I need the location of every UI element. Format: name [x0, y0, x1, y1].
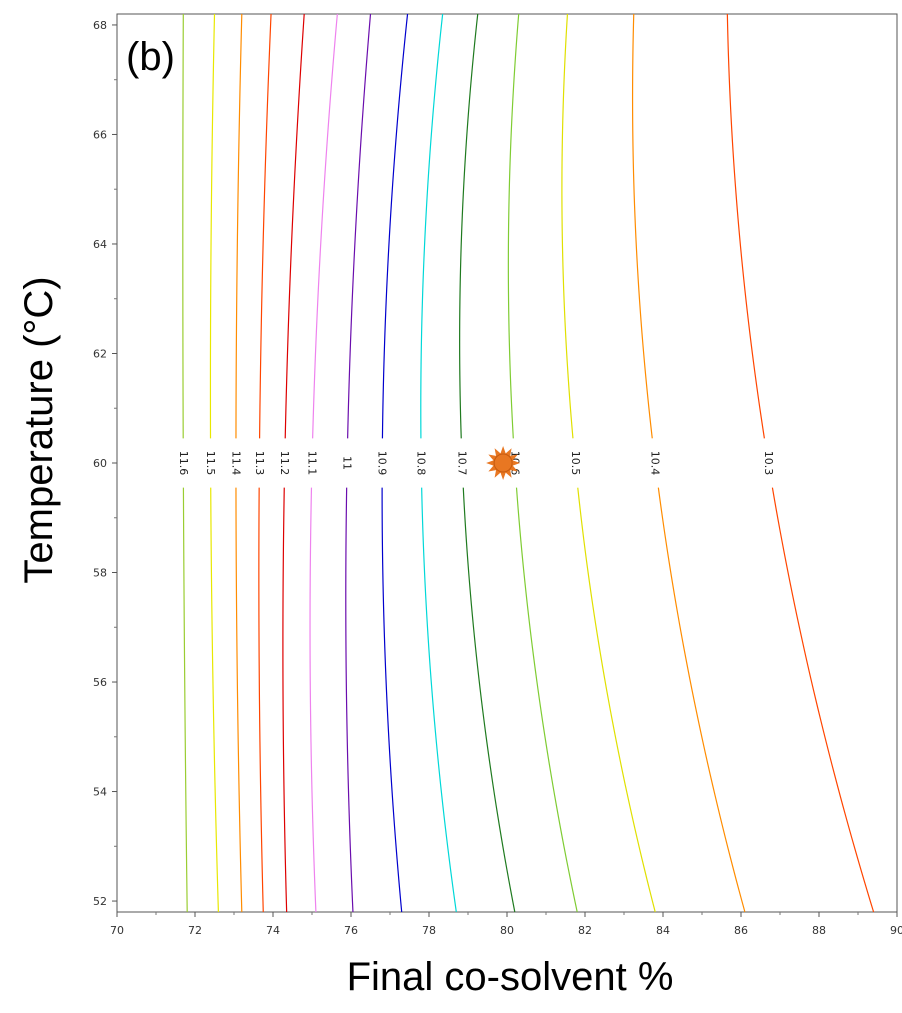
contour-line	[210, 487, 219, 913]
x-tick-label: 72	[188, 924, 202, 937]
x-tick-label: 90	[890, 924, 902, 937]
y-tick-label: 56	[93, 676, 107, 689]
contour-line	[507, 13, 520, 439]
y-tick-label: 52	[93, 895, 107, 908]
contour-label: 11.2	[278, 451, 291, 476]
y-tick-label: 64	[93, 238, 107, 251]
contour-line	[771, 487, 875, 913]
x-tick-label: 84	[656, 924, 670, 937]
x-tick-label: 70	[110, 924, 124, 937]
x-tick-label: 80	[500, 924, 514, 937]
contour-line	[284, 13, 305, 439]
contour-label: 10.5	[569, 451, 582, 476]
contour-line	[347, 13, 372, 439]
contour-line	[421, 487, 457, 913]
y-axis-ticks: 52 54 56 58 60 62 64 66 68	[93, 19, 117, 908]
x-axis-ticks: 70 72 74 76 78 80 82 84 86 88 90	[110, 912, 902, 937]
marker-layer	[486, 446, 521, 480]
contour-line	[345, 487, 354, 913]
contour-label: 10.4	[649, 451, 662, 476]
x-tick-label: 88	[812, 924, 826, 937]
contour-label: 10.9	[376, 451, 389, 476]
contour-line	[561, 13, 574, 439]
contour-line	[577, 487, 656, 913]
contour-label: 11.5	[204, 451, 217, 476]
contour-line	[459, 13, 479, 439]
contour-line	[726, 13, 765, 439]
y-tick-label: 68	[93, 19, 107, 32]
y-tick-label: 62	[93, 347, 107, 360]
contour-line	[420, 13, 444, 439]
contour-line	[462, 487, 516, 913]
y-tick-label: 66	[93, 128, 107, 141]
contour-line	[381, 13, 409, 439]
contour-line	[258, 13, 272, 439]
contour-line	[312, 13, 338, 439]
contour-label: 11.1	[306, 451, 319, 476]
y-tick-label: 54	[93, 786, 107, 799]
contour-line	[235, 13, 243, 439]
x-tick-label: 86	[734, 924, 748, 937]
y-tick-label: 60	[93, 457, 107, 470]
x-tick-label: 76	[344, 924, 358, 937]
panel-label: (b)	[126, 35, 175, 79]
contour-line	[381, 487, 403, 913]
contour-lines: 11.6 11.5 11.4 11.3 11.2 11.1 11 10.9 10.8 10.7 10…	[177, 13, 875, 913]
contour-label: 11.4	[229, 451, 242, 476]
contour-line	[309, 487, 317, 913]
contour-label: 11.6	[177, 451, 190, 476]
x-tick-label: 78	[422, 924, 436, 937]
y-tick-label: 58	[93, 567, 107, 580]
sun-marker-icon	[486, 446, 521, 480]
contour-line	[235, 487, 243, 913]
x-axis-title: Final co-solvent %	[347, 955, 674, 999]
contour-line	[631, 13, 653, 439]
y-axis-title: Temperature (°C)	[17, 276, 61, 583]
contour-label: 10.8	[415, 451, 428, 476]
contour-label: 10.3	[762, 451, 775, 476]
contour-label: 11.3	[253, 451, 266, 476]
contour-line	[282, 487, 288, 913]
contour-line	[209, 13, 216, 439]
contour-label: 10.7	[456, 451, 469, 476]
contour-line	[657, 487, 746, 913]
contour-line	[182, 487, 188, 913]
contour-line	[515, 487, 578, 913]
contour-label: 11	[341, 456, 354, 470]
x-tick-label: 74	[266, 924, 280, 937]
contour-line	[258, 487, 264, 913]
x-tick-label: 82	[578, 924, 592, 937]
sun-core	[493, 453, 513, 473]
